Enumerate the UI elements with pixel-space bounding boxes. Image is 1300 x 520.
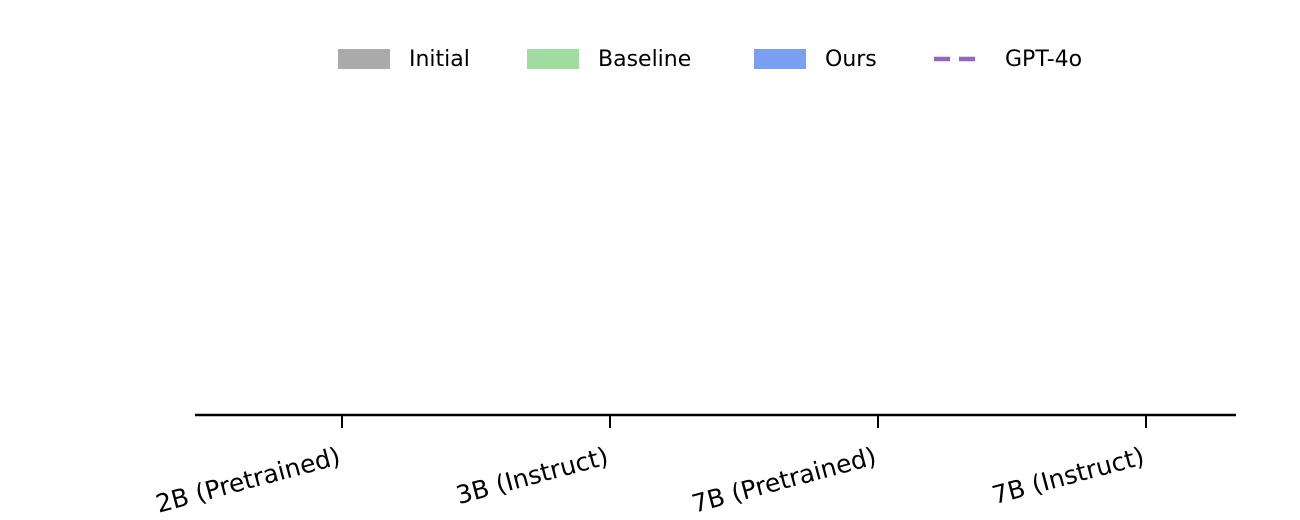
legend-swatch: [527, 49, 579, 69]
legend-label: GPT-4o: [1005, 47, 1082, 72]
legend-swatch: [754, 49, 806, 69]
legend-label: Baseline: [598, 47, 691, 72]
legend-swatch: [338, 49, 390, 69]
legend-label: Initial: [409, 47, 470, 72]
x-tick-label: 7B (Pretrained): [689, 442, 880, 519]
x-tick-label: 3B (Instruct): [453, 442, 611, 510]
x-tick-label: 2B (Pretrained): [153, 442, 344, 519]
legend-label: Ours: [825, 47, 877, 72]
x-tick-label: 7B (Instruct): [989, 442, 1147, 510]
